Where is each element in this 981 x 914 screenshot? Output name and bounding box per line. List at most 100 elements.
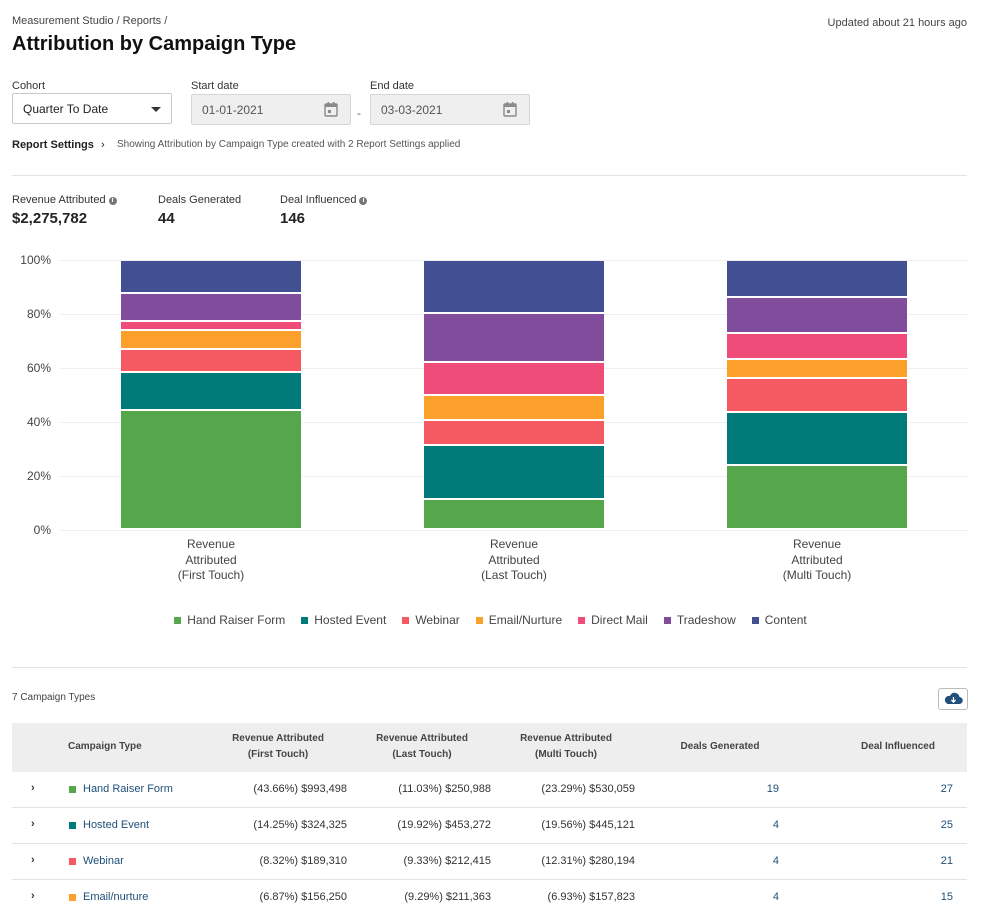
cell-deals-generated[interactable]: 19 (766, 783, 779, 795)
bar-segment-direct-mail[interactable] (727, 334, 907, 359)
table-row[interactable]: › Webinar (8.32%) $189,310 (9.33%) $212,415… (12, 844, 967, 880)
cell-deal-influenced[interactable]: 27 (940, 783, 953, 795)
table-row[interactable]: › Hosted Event (14.25%) $324,325 (19.92%) $… (12, 808, 967, 844)
start-date-label: Start date (191, 80, 239, 92)
legend-item[interactable]: Email/Nurture (475, 613, 562, 627)
color-swatch (69, 786, 76, 793)
y-tick-label: 20% (26, 469, 51, 483)
table-row[interactable]: › Email/nurture (6.87%) $156,250 (9.29%) $2… (12, 880, 967, 914)
legend-item[interactable]: Content (751, 613, 807, 627)
x-category-label-line: Attributed (791, 552, 843, 567)
campaign-type-link[interactable]: Webinar (83, 855, 124, 867)
col-revenue-multi-touch[interactable]: Revenue Attributed (Multi Touch) (520, 733, 612, 760)
bar-segment-hosted-event[interactable] (727, 412, 907, 465)
end-date-input[interactable]: 03-03-2021 (370, 94, 530, 125)
bar-segment-hosted-event[interactable] (121, 372, 301, 410)
bar-segment-tradeshow[interactable] (121, 293, 301, 321)
campaign-type-link[interactable]: Hosted Event (83, 819, 150, 831)
y-tick-label: 60% (26, 361, 51, 375)
col-deals-generated[interactable]: Deals Generated (680, 741, 760, 752)
bar-segment-email-nurture[interactable] (121, 331, 301, 349)
chevron-right-icon: › (100, 139, 105, 151)
legend-label: Tradeshow (676, 613, 736, 627)
bar-segment-hosted-event[interactable] (424, 446, 604, 499)
legend-item[interactable]: Hand Raiser Form (174, 613, 285, 627)
cell-deals-generated[interactable]: 4 (772, 891, 779, 903)
legend-label: Direct Mail (591, 613, 648, 627)
col-campaign-type[interactable]: Campaign Type (68, 741, 142, 752)
bar-segment-hand-raiser-form[interactable] (424, 500, 604, 528)
x-category-label-line: Revenue (489, 537, 539, 551)
legend-item[interactable]: Hosted Event (301, 613, 386, 627)
bar-segment-email-nurture[interactable] (424, 395, 604, 419)
metric-deals-generated: Deals Generated 44 (158, 194, 241, 227)
x-category-label-line: (First Touch) (177, 568, 245, 582)
info-icon[interactable]: i (359, 197, 368, 205)
expand-chevron-icon[interactable]: › (31, 890, 35, 902)
y-tick-label: 40% (26, 415, 51, 429)
gridline (60, 530, 967, 531)
bar-segment-email-nurture[interactable] (727, 360, 907, 378)
legend-swatch (751, 616, 759, 624)
x-category-label-line: (Multi Touch) (782, 568, 852, 582)
cell-deals-generated[interactable]: 4 (772, 819, 779, 831)
x-category-label-line: Revenue (792, 537, 842, 551)
cell-first-touch: (43.66%) $993,498 (253, 783, 347, 795)
cell-deal-influenced[interactable]: 15 (940, 891, 953, 903)
cohort-value: Quarter To Date (23, 102, 109, 116)
report-settings-toggle[interactable]: Report Settings › (12, 139, 105, 151)
bar-segment-webinar[interactable] (424, 420, 604, 445)
cell-deal-influenced[interactable]: 25 (940, 819, 953, 831)
legend-item[interactable]: Tradeshow (663, 613, 736, 627)
cell-deal-influenced[interactable]: 21 (940, 855, 953, 867)
bar-segment-webinar[interactable] (727, 379, 907, 411)
campaign-type-link[interactable]: Hand Raiser Form (83, 783, 173, 795)
gridline (60, 260, 967, 261)
bar-segment-content[interactable] (727, 261, 907, 296)
expand-chevron-icon[interactable]: › (31, 782, 35, 794)
y-tick-label: 80% (26, 307, 51, 321)
download-button[interactable] (938, 688, 968, 710)
x-category-label: Revenue Attributed (Multi Touch) (727, 537, 907, 584)
info-icon[interactable]: i (108, 197, 117, 205)
start-date-input[interactable]: 01-01-2021 (191, 94, 351, 125)
cell-multi-touch: (19.56%) $445,121 (541, 819, 635, 831)
x-category-label-line: Attributed (185, 552, 237, 567)
metric-deal-influenced: Deal Influenced i 146 (280, 194, 368, 227)
col-deal-influenced[interactable]: Deal Influenced (861, 741, 935, 752)
table-row[interactable]: › Hand Raiser Form (43.66%) $993,498 (11.03… (12, 772, 967, 808)
legend-swatch (663, 616, 671, 624)
calendar-icon (503, 102, 517, 117)
cohort-select[interactable]: Quarter To Date (12, 93, 172, 124)
legend-item[interactable]: Webinar (402, 613, 460, 627)
legend-item[interactable]: Direct Mail (578, 613, 648, 627)
x-category-label-line: Revenue (186, 537, 236, 551)
cell-last-touch: (19.92%) $453,272 (397, 819, 491, 831)
breadcrumb[interactable]: Measurement Studio / Reports / (12, 15, 168, 27)
legend-swatch (578, 616, 586, 624)
cell-deals-generated[interactable]: 4 (772, 855, 779, 867)
campaign-type-count: 7 Campaign Types (12, 692, 96, 703)
bar-segment-content[interactable] (121, 261, 301, 292)
y-tick-label: 0% (33, 523, 51, 537)
bar-segment-hand-raiser-form[interactable] (121, 411, 301, 528)
cell-last-touch: (11.03%) $250,988 (398, 783, 491, 795)
table-header: Campaign Type Revenue Attributed (First … (12, 723, 967, 772)
caret-down-icon (151, 107, 161, 112)
metric-label: Deal Influenced (280, 194, 357, 206)
expand-chevron-icon[interactable]: › (31, 818, 35, 830)
bar-segment-direct-mail[interactable] (121, 322, 301, 330)
bar-segment-webinar[interactable] (121, 350, 301, 371)
bar-segment-direct-mail[interactable] (424, 362, 604, 394)
bar-segment-tradeshow[interactable] (727, 297, 907, 333)
date-separator: - (357, 106, 361, 120)
cell-multi-touch: (23.29%) $530,059 (541, 783, 635, 795)
col-revenue-last-touch[interactable]: Revenue Attributed (Last Touch) (376, 733, 468, 760)
expand-chevron-icon[interactable]: › (31, 854, 35, 866)
bar-segment-tradeshow[interactable] (424, 314, 604, 361)
bar-segment-content[interactable] (424, 261, 604, 313)
bar-segment-hand-raiser-form[interactable] (727, 466, 907, 528)
col-revenue-first-touch[interactable]: Revenue Attributed (First Touch) (232, 733, 324, 760)
cell-multi-touch: (6.93%) $157,823 (547, 891, 635, 903)
campaign-type-link[interactable]: Email/nurture (83, 891, 149, 903)
